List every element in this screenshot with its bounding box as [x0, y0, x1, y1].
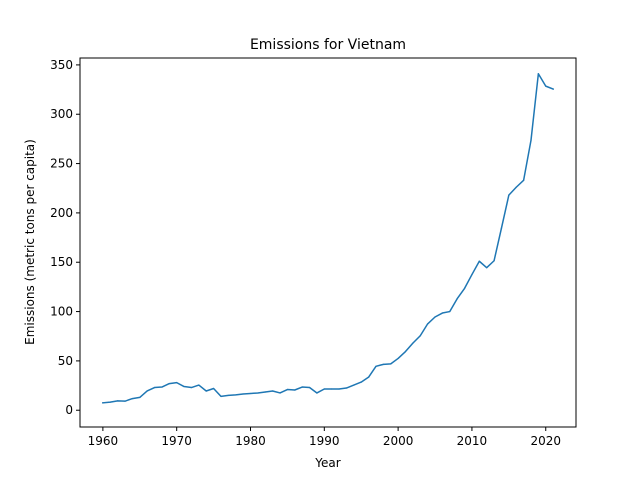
data-point	[235, 394, 237, 396]
x-tick-label: 2020	[530, 434, 561, 448]
data-point	[102, 402, 104, 404]
x-tick-label: 1980	[235, 434, 266, 448]
data-point	[412, 342, 414, 344]
data-point	[139, 396, 141, 398]
data-point	[419, 335, 421, 337]
data-point	[368, 376, 370, 378]
plot-area: 1960 1970 1980 1990 2000 2010 2020 0 50 100 150 200…	[50, 57, 577, 448]
data-point	[493, 260, 495, 262]
data-point	[331, 388, 333, 390]
data-point	[515, 186, 517, 188]
data-point	[552, 88, 554, 90]
data-point	[183, 385, 185, 388]
data-point	[345, 387, 348, 389]
data-point	[404, 350, 407, 353]
chart-title: Emissions for Vietnam	[250, 37, 406, 53]
data-point	[434, 316, 436, 318]
y-tick-label: 300	[50, 107, 73, 121]
data-point	[117, 400, 119, 402]
data-point	[463, 287, 466, 289]
y-tick-label: 250	[50, 157, 73, 171]
data-point	[500, 227, 503, 229]
data-point	[441, 312, 443, 314]
data-point	[294, 389, 296, 391]
data-point	[190, 386, 193, 389]
data-point	[545, 85, 547, 87]
data-point	[205, 390, 207, 392]
data-point	[390, 363, 392, 365]
x-tick-label: 2000	[383, 434, 414, 448]
data-point	[308, 386, 311, 389]
data-point	[360, 381, 362, 383]
data-point	[249, 392, 252, 395]
data-point	[124, 400, 126, 402]
data-point	[286, 388, 288, 391]
y-tick-label: 150	[50, 255, 73, 269]
data-point	[338, 388, 340, 390]
data-point	[427, 323, 429, 325]
data-point	[456, 298, 458, 300]
data-point	[213, 387, 215, 390]
data-point	[523, 179, 525, 181]
data-point	[530, 139, 532, 141]
data-point	[242, 393, 244, 395]
data-point	[508, 194, 510, 196]
data-point	[264, 391, 266, 393]
y-tick-label: 100	[50, 305, 73, 319]
data-point	[316, 392, 318, 394]
data-point	[153, 386, 156, 389]
data-point	[323, 388, 325, 390]
series-layer	[102, 73, 555, 404]
data-point	[257, 392, 259, 394]
data-point	[198, 384, 200, 386]
data-point	[382, 363, 384, 365]
data-point	[478, 260, 480, 262]
axes-frame	[79, 57, 577, 428]
data-point	[272, 390, 274, 392]
data-point	[168, 382, 170, 385]
x-tick-label: 1960	[88, 434, 119, 448]
y-tick-label: 0	[65, 403, 73, 417]
data-point	[353, 384, 355, 386]
data-point	[109, 401, 111, 403]
data-point	[301, 386, 303, 388]
data-point	[161, 386, 163, 388]
x-tick-label: 2010	[457, 434, 488, 448]
data-point	[537, 73, 539, 75]
data-point	[227, 394, 229, 397]
data-point	[176, 382, 178, 384]
axis-ticks: 1960 1970 1980 1990 2000 2010 2020 0 50 100 150 200…	[50, 58, 561, 448]
axes-background	[80, 58, 576, 427]
y-tick-label: 350	[50, 58, 73, 72]
x-tick-label: 1970	[161, 434, 192, 448]
data-point	[279, 392, 281, 394]
data-point	[449, 310, 451, 313]
series-line	[102, 73, 555, 404]
data-point	[131, 397, 133, 400]
data-point	[486, 267, 488, 269]
data-point	[471, 273, 473, 276]
data-point	[375, 365, 377, 367]
y-axis-label: Emissions (metric tons per capita)	[23, 139, 37, 345]
data-point	[220, 395, 222, 398]
y-tick-label: 50	[58, 354, 73, 368]
x-tick-label: 1990	[309, 434, 340, 448]
data-point	[146, 390, 148, 392]
x-axis-label: Year	[314, 456, 340, 470]
y-tick-label: 200	[50, 206, 73, 220]
data-point	[397, 357, 399, 360]
